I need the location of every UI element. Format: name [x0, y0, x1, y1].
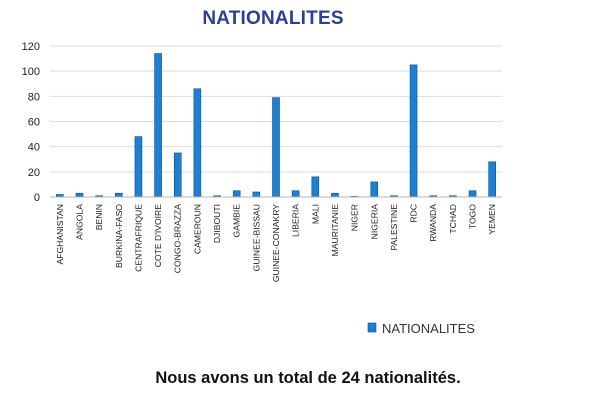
legend-label: NATIONALITES — [382, 321, 475, 336]
chart-title: NATIONALITES — [202, 8, 344, 29]
bar-guinee-conakry — [272, 97, 280, 198]
legend: NATIONALITES — [367, 321, 475, 336]
x-tick-label: YEMEN — [487, 204, 497, 235]
bar-gambie — [232, 190, 241, 198]
bar-mauritanie — [331, 192, 339, 198]
x-tick-label: MAURITANIE — [330, 204, 340, 257]
x-tick-label: DJIBOUTI — [212, 204, 222, 243]
x-tick-label: RWANDA — [428, 204, 438, 242]
x-tick-label: PALESTINE — [389, 204, 399, 251]
bar-yemen — [488, 161, 496, 198]
x-tick-label: RDC — [409, 204, 419, 223]
x-tick-label: LIBERIA — [291, 204, 301, 237]
y-tick-label: 120 — [22, 41, 40, 53]
x-tick-label: GUINEE-CONAKRY — [271, 204, 281, 282]
bar-togo — [468, 190, 477, 198]
x-tick-label: TCHAD — [448, 204, 458, 234]
y-axis-ticks: 0 20 40 60 80 100 120 — [22, 41, 40, 204]
bar-centrafrique — [134, 136, 143, 198]
x-tick-label: CAMEROUN — [192, 204, 202, 254]
y-tick-label: 80 — [28, 91, 40, 103]
x-tick-label: AFGHANISTAN — [55, 204, 65, 264]
y-tick-label: 40 — [28, 142, 40, 154]
bar-nigeria — [370, 181, 379, 198]
y-tick-label: 0 — [34, 192, 40, 204]
legend-swatch — [367, 322, 377, 333]
bar-liberia — [291, 190, 300, 198]
bar-rdc — [409, 64, 418, 198]
x-tick-label: COTE D'IVOIRE — [153, 204, 163, 268]
bar-angola — [75, 192, 84, 198]
x-tick-label: NIGER — [350, 204, 360, 231]
bar-congo-brazza — [173, 152, 182, 198]
bar-mali — [311, 176, 320, 198]
y-tick-label: 100 — [22, 66, 40, 78]
x-tick-label: ANGOLA — [74, 204, 84, 240]
x-tick-label: GAMBIE — [232, 204, 242, 238]
x-tick-label: NIGERIA — [369, 204, 379, 240]
x-tick-label: BENIN — [94, 204, 104, 230]
bar-burkina-faso — [114, 192, 123, 198]
x-tick-label: CENTRAFRIQUE — [133, 204, 143, 272]
x-tick-label: MALI — [310, 204, 320, 224]
bars — [56, 53, 496, 198]
bar-guinee-bissau — [252, 191, 261, 198]
x-tick-label: TOGO — [468, 204, 478, 229]
x-tick-label: BURKINA-FASO — [114, 204, 124, 268]
bar-chart: 0 20 40 60 80 100 120 AFGHANISTAN ANGOLA BENIN BU… — [22, 41, 502, 336]
x-tick-label: CONGO-BRAZZA — [173, 204, 183, 273]
x-tick-label: GUINEE-BISSAU — [251, 204, 261, 271]
bar-cote-d-ivoire — [154, 53, 162, 198]
bar-cameroun — [193, 88, 202, 198]
y-tick-label: 60 — [28, 117, 40, 129]
x-axis-ticks: AFGHANISTAN ANGOLA BENIN BURKINA-FASO CENTRA… — [55, 204, 497, 282]
footer-total-note: Nous avons un total de 24 nationalités. — [155, 369, 461, 387]
y-tick-label: 20 — [28, 167, 40, 179]
